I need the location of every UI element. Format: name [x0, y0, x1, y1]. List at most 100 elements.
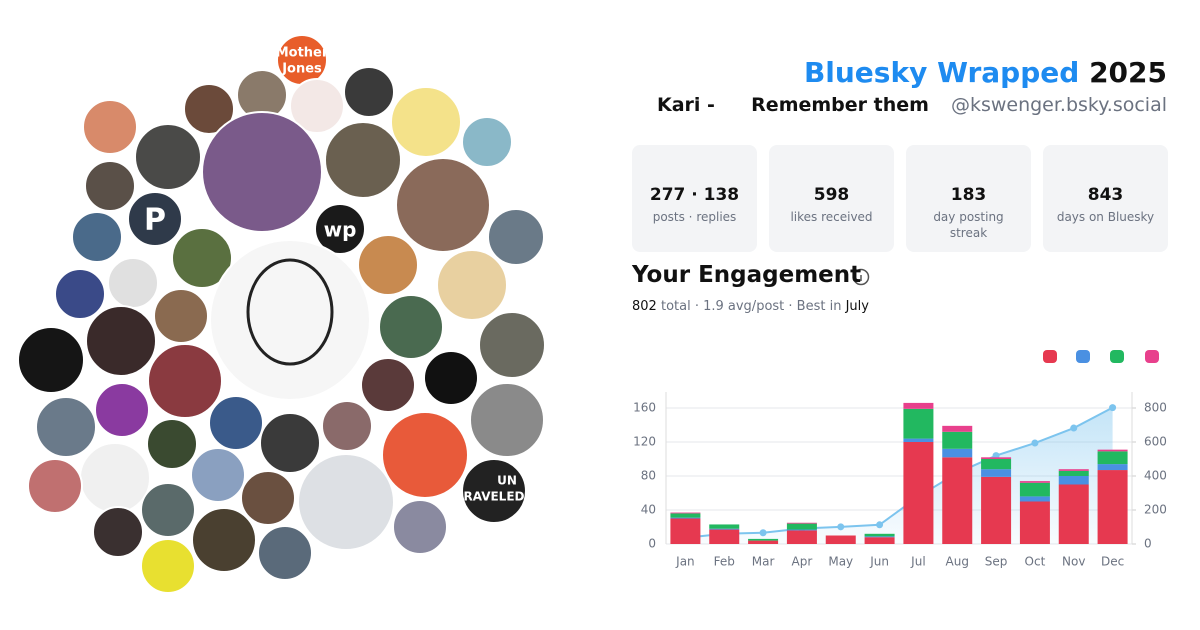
- bar-segment: [942, 425, 973, 432]
- avatar: [436, 249, 508, 321]
- avatar: [153, 288, 209, 344]
- y-tick-label: 160: [633, 401, 656, 415]
- x-tick-label: Jun: [869, 555, 889, 569]
- line-point: [837, 523, 845, 531]
- avatar: [381, 411, 469, 499]
- bar-segment: [1058, 469, 1089, 471]
- bar-segment: [1019, 482, 1050, 497]
- avatar: [201, 111, 323, 233]
- user-handle: @kswenger.bsky.social: [950, 94, 1167, 116]
- bar-segment: [864, 536, 895, 538]
- avatar: [343, 66, 395, 118]
- legend-icon: [1110, 350, 1124, 363]
- x-tick-label: Feb: [714, 555, 735, 569]
- bar-segment: [903, 442, 934, 544]
- stat-label: days on Bluesky: [1056, 210, 1155, 224]
- x-tick-label: Apr: [792, 555, 813, 569]
- avatar: [240, 470, 296, 526]
- avatar: [85, 305, 157, 377]
- stat-card: 843 days on Bluesky: [1043, 145, 1168, 252]
- y2-tick-label: 800: [1144, 401, 1167, 415]
- avatar: [487, 208, 545, 266]
- avatar: [378, 294, 444, 360]
- bar-segment: [981, 469, 1012, 477]
- stat-label: day posting streak: [933, 210, 1004, 240]
- avatar: [360, 357, 416, 413]
- avatar: [314, 203, 366, 255]
- bar-segment: [670, 517, 701, 519]
- avatar: [134, 123, 202, 191]
- bar-segment: [709, 528, 740, 530]
- logo-text: RAVELED: [463, 490, 524, 504]
- bar-segment: [786, 529, 817, 531]
- avatar: [54, 268, 106, 320]
- y2-tick-label: 400: [1144, 469, 1167, 483]
- user-name: Kari -: [656, 94, 715, 116]
- avatar: [92, 506, 144, 558]
- stat-label: likes received: [790, 210, 873, 224]
- avatar: [183, 83, 235, 135]
- bar-segment: [1019, 501, 1050, 544]
- x-tick-label: Jul: [910, 555, 925, 569]
- section-summary: 802 total · 1.9 avg/post · Best in July: [632, 299, 869, 314]
- stat-card: 598 likes received: [769, 145, 894, 252]
- avatar: [257, 525, 313, 581]
- bar-segment: [1019, 481, 1050, 483]
- bar-segment: [709, 529, 740, 544]
- avatar: [469, 382, 545, 458]
- logo-text: Jones: [281, 62, 322, 77]
- avatar: [17, 326, 85, 394]
- summary: total · 1.9 avg/post · Best in: [660, 299, 842, 314]
- line-point: [876, 521, 884, 529]
- bar-segment: [981, 457, 1012, 459]
- avatar: [395, 157, 491, 253]
- avatar: [82, 99, 138, 155]
- bar-segment: [670, 518, 701, 544]
- avatar: [392, 499, 448, 555]
- user-note: Remember them: [751, 94, 929, 116]
- x-tick-label: Aug: [946, 555, 969, 569]
- bar-segment: [1097, 470, 1128, 544]
- legend-icon: [1043, 350, 1057, 363]
- bar-segment: [825, 535, 856, 544]
- title-year: 2025: [1089, 56, 1167, 89]
- best-month: July: [845, 299, 869, 314]
- bar-segment: [981, 459, 1012, 470]
- title-brand: Bluesky Wrapped: [803, 56, 1080, 89]
- bar-segment: [1097, 449, 1128, 452]
- bar-segment: [709, 524, 740, 529]
- bar-segment: [864, 533, 895, 537]
- avatar: [84, 160, 136, 212]
- line-point: [1031, 439, 1039, 447]
- line: [685, 406, 1114, 539]
- avatar: [208, 395, 264, 451]
- bar-segment: [1058, 470, 1089, 476]
- avatar: [461, 458, 527, 524]
- bar-segment: [1058, 484, 1089, 544]
- legend-icon: [1076, 350, 1090, 363]
- stat-value: 843: [1087, 185, 1124, 205]
- avatar: [297, 453, 395, 551]
- bar-segment: [903, 408, 934, 439]
- x-tick-label: Sep: [985, 555, 1008, 569]
- bar-segment: [748, 538, 779, 541]
- x-tick-label: Jan: [675, 555, 695, 569]
- stat-card: 183 day posting streak: [906, 145, 1031, 252]
- x-tick-label: May: [828, 555, 853, 569]
- bar-segment: [942, 457, 973, 544]
- avatar: [171, 227, 233, 289]
- stat-value: 183: [950, 185, 987, 205]
- bar-segment: [670, 513, 701, 518]
- bar-segment: [942, 448, 973, 458]
- avatar: [27, 458, 83, 514]
- bar-segment: [786, 523, 817, 530]
- bar-segment: [981, 476, 1012, 544]
- stat-card: 277 · 138 posts · replies: [632, 145, 757, 252]
- logo-text: P: [144, 203, 166, 238]
- avatar: [94, 382, 150, 438]
- bar-segment: [903, 438, 934, 442]
- bar-segment: [786, 530, 817, 544]
- logo-text: UN: [497, 474, 517, 488]
